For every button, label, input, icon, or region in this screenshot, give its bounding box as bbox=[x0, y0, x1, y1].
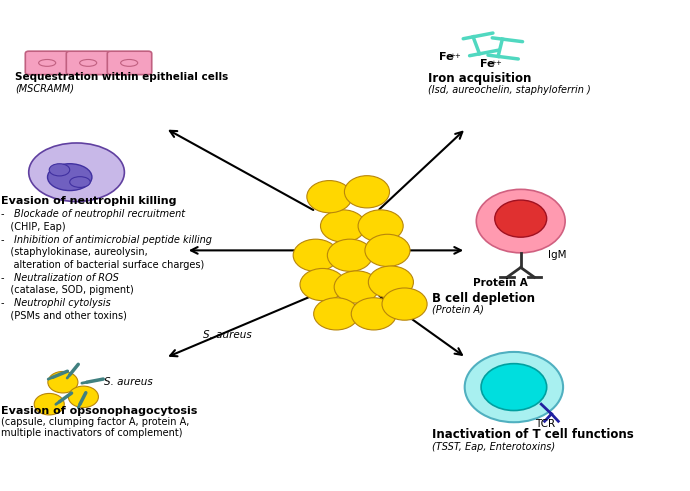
FancyBboxPatch shape bbox=[66, 51, 110, 75]
Circle shape bbox=[382, 288, 427, 320]
Circle shape bbox=[495, 200, 546, 237]
Text: Inhibition of antimicrobial peptide killing: Inhibition of antimicrobial peptide kill… bbox=[14, 235, 212, 245]
Ellipse shape bbox=[49, 164, 70, 176]
Text: (capsule, clumping factor A, protein A,: (capsule, clumping factor A, protein A, bbox=[1, 417, 190, 427]
Text: -: - bbox=[1, 298, 8, 308]
Text: -: - bbox=[1, 235, 8, 245]
Text: (CHIP, Eap): (CHIP, Eap) bbox=[1, 222, 66, 232]
Text: Protein A: Protein A bbox=[473, 277, 528, 288]
Text: ++: ++ bbox=[449, 53, 461, 58]
Text: Sequestration within epithelial cells: Sequestration within epithelial cells bbox=[15, 72, 228, 82]
Circle shape bbox=[320, 210, 366, 242]
Circle shape bbox=[68, 386, 99, 408]
Text: -: - bbox=[1, 273, 8, 283]
Text: Blockade of neutrophil recruitment: Blockade of neutrophil recruitment bbox=[14, 209, 185, 219]
Circle shape bbox=[351, 298, 396, 330]
FancyBboxPatch shape bbox=[108, 51, 152, 75]
Text: (PSMs and other toxins): (PSMs and other toxins) bbox=[1, 311, 127, 321]
Text: Evasion of neutrophil killing: Evasion of neutrophil killing bbox=[1, 196, 177, 206]
Circle shape bbox=[476, 190, 565, 253]
Ellipse shape bbox=[70, 177, 90, 188]
Text: ++: ++ bbox=[490, 60, 502, 66]
Text: Inactivation of T cell functions: Inactivation of T cell functions bbox=[432, 428, 633, 441]
Text: multiple inactivators of complement): multiple inactivators of complement) bbox=[1, 428, 183, 438]
Circle shape bbox=[327, 239, 373, 272]
Text: -: - bbox=[1, 209, 8, 219]
Text: Evasion of opsonophagocytosis: Evasion of opsonophagocytosis bbox=[1, 406, 198, 416]
Text: Fe: Fe bbox=[439, 52, 453, 62]
Circle shape bbox=[48, 372, 78, 393]
Ellipse shape bbox=[39, 59, 56, 66]
Text: (catalase, SOD, pigment): (catalase, SOD, pigment) bbox=[1, 285, 134, 296]
Circle shape bbox=[293, 239, 338, 272]
Text: (Isd, aureochelin, staphyloferrin ): (Isd, aureochelin, staphyloferrin ) bbox=[428, 85, 591, 95]
Circle shape bbox=[334, 271, 380, 303]
Text: (Protein A): (Protein A) bbox=[432, 305, 484, 315]
Text: alteration of bacterial surface charges): alteration of bacterial surface charges) bbox=[1, 260, 205, 270]
Text: IgM: IgM bbox=[548, 250, 566, 260]
Ellipse shape bbox=[121, 59, 138, 66]
Text: (MSCRAMM): (MSCRAMM) bbox=[15, 83, 74, 94]
Ellipse shape bbox=[48, 164, 92, 191]
Ellipse shape bbox=[79, 59, 97, 66]
FancyBboxPatch shape bbox=[26, 51, 70, 75]
Text: TCR: TCR bbox=[535, 419, 555, 429]
Circle shape bbox=[481, 364, 546, 410]
Text: Iron acquisition: Iron acquisition bbox=[428, 72, 532, 85]
Circle shape bbox=[344, 176, 390, 208]
Ellipse shape bbox=[29, 143, 124, 202]
Text: Fe: Fe bbox=[480, 59, 494, 69]
Circle shape bbox=[358, 210, 403, 242]
Circle shape bbox=[365, 234, 410, 267]
Circle shape bbox=[307, 181, 352, 213]
Text: S. aureus: S. aureus bbox=[104, 377, 152, 386]
Text: (TSST, Eap, Enterotoxins): (TSST, Eap, Enterotoxins) bbox=[432, 441, 555, 452]
Circle shape bbox=[34, 393, 64, 415]
Circle shape bbox=[464, 352, 563, 422]
Text: S. aureus: S. aureus bbox=[203, 330, 252, 340]
Text: (staphylokinase, aureolysin,: (staphylokinase, aureolysin, bbox=[1, 247, 148, 257]
Text: B cell depletion: B cell depletion bbox=[432, 292, 535, 304]
Circle shape bbox=[368, 266, 413, 298]
Circle shape bbox=[314, 298, 359, 330]
Circle shape bbox=[300, 269, 345, 300]
Text: Neutralization of ROS: Neutralization of ROS bbox=[14, 273, 119, 283]
Text: Neutrophil cytolysis: Neutrophil cytolysis bbox=[14, 298, 110, 308]
